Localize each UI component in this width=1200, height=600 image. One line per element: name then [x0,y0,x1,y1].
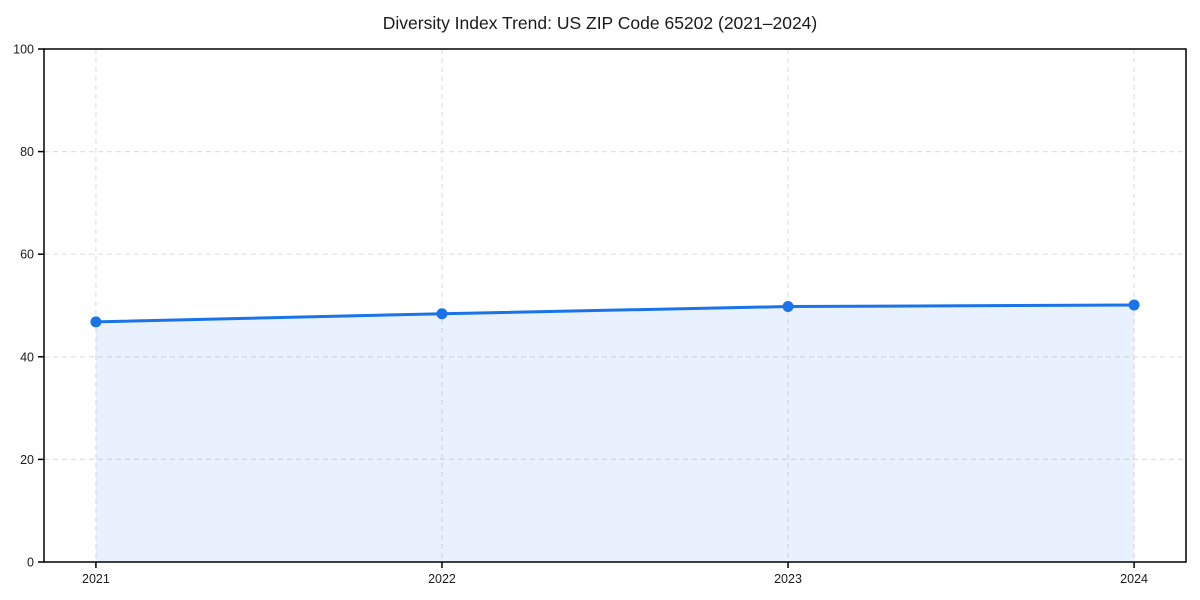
data-point-2023 [782,301,794,313]
data-point-2024 [1128,299,1140,311]
plot-border [43,48,1187,563]
tick-marks [38,48,1135,568]
y-tick-label-80: 80 [20,145,34,159]
area-fill-path [95,304,1135,562]
axes [43,48,1187,563]
trend-line [94,303,1136,324]
x-tick-label-2023: 2023 [774,572,802,586]
tick-labels: 0 20 40 60 80 100 2021 2022 2023 2024 [13,43,1148,587]
data-points [90,299,1140,328]
x-tick-label-2022: 2022 [428,572,456,586]
y-tick-label-0: 0 [27,556,34,570]
area-fill [95,304,1135,562]
x-tick-label-2021: 2021 [82,572,110,586]
series-line [94,303,1136,324]
y-tick-label-100: 100 [13,43,34,57]
y-tick-label-20: 20 [20,453,34,467]
data-point-2021 [90,316,102,328]
y-tick-label-40: 40 [20,350,34,364]
chart-title: Diversity Index Trend: US ZIP Code 65202… [383,13,818,33]
gridlines [44,49,1186,562]
y-tick-label-60: 60 [20,248,34,262]
x-tick-label-2024: 2024 [1120,572,1148,586]
data-point-2022 [436,308,448,320]
